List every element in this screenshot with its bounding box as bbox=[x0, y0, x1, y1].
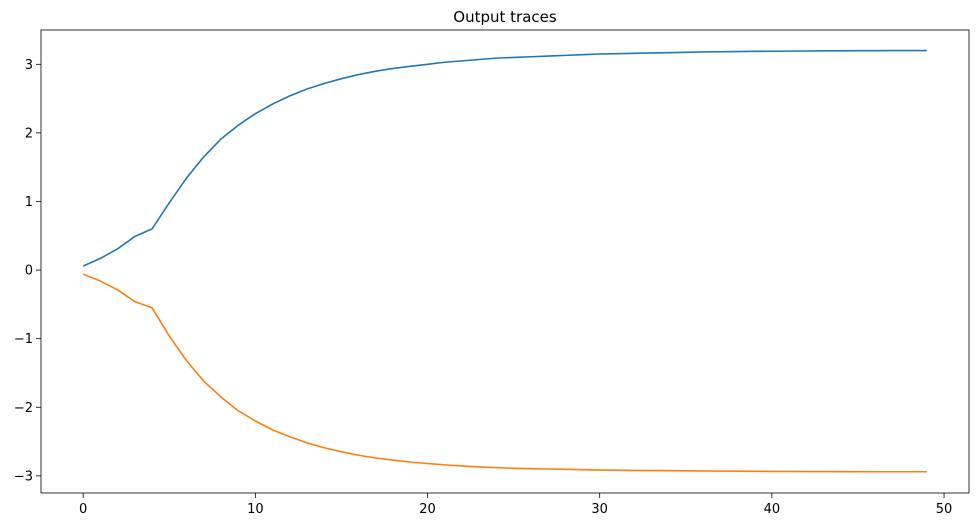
y-tick-label: −1 bbox=[14, 332, 33, 347]
x-tick-label: 20 bbox=[419, 502, 436, 517]
x-tick-label: 50 bbox=[936, 502, 953, 517]
series-line-2 bbox=[82, 273, 927, 473]
x-axis: 0 10 20 30 40 50 bbox=[79, 493, 952, 517]
series-line-1 bbox=[82, 49, 927, 267]
series-layer bbox=[82, 49, 927, 473]
x-tick-label: 30 bbox=[591, 502, 608, 517]
y-tick-label: −2 bbox=[14, 401, 33, 416]
plot-area-frame bbox=[40, 29, 970, 494]
x-tick-label: 40 bbox=[764, 502, 781, 517]
y-axis: −3 −2 −1 0 1 2 3 bbox=[14, 58, 41, 484]
x-tick-label: 10 bbox=[247, 502, 264, 517]
chart-title: Output traces bbox=[453, 8, 557, 26]
x-tick-label: 0 bbox=[79, 502, 87, 517]
y-tick-label: 2 bbox=[25, 126, 33, 141]
y-tick-label: 1 bbox=[25, 195, 33, 210]
y-tick-label: 3 bbox=[25, 58, 33, 73]
y-tick-label: 0 bbox=[25, 264, 33, 279]
y-tick-label: −3 bbox=[14, 469, 33, 484]
